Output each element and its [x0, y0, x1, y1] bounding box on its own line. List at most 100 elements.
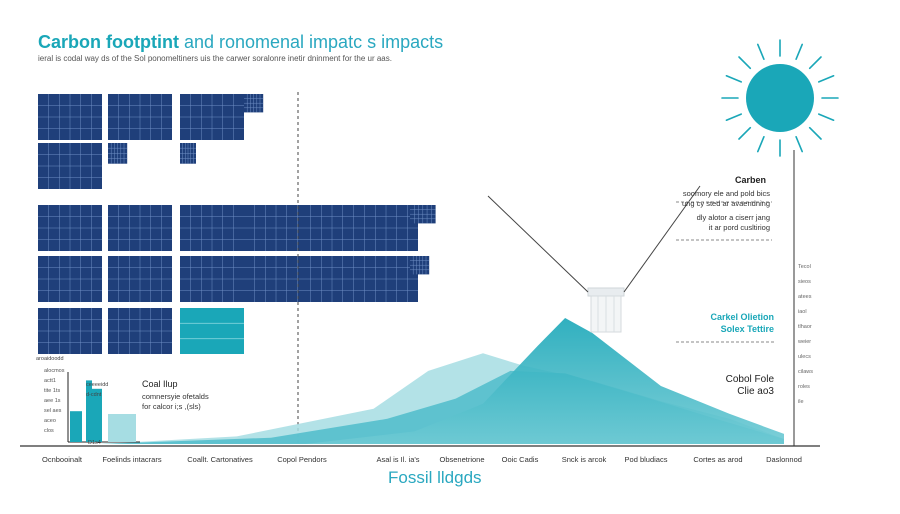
solar-panel: [108, 143, 128, 164]
carbon-obligation-annotation: Carkel Olietion Solex Tettire: [710, 312, 774, 334]
solar-panel: [180, 308, 244, 354]
solar-panel: [38, 256, 102, 302]
left-tick-label: alocmos: [44, 368, 65, 374]
solar-panel: [300, 205, 364, 251]
solar-panel: [180, 256, 244, 302]
sun-ray: [795, 136, 804, 153]
solar-panel: [108, 205, 172, 251]
right-tick-labels: Tecol sieos atees iaol tlhaor weier ulecs cilaw…: [797, 264, 813, 405]
right-tick-label: sieos: [798, 279, 811, 285]
carbon-line-4: it ar pord cusltiriog: [709, 223, 770, 232]
right-tick-label: roles: [798, 384, 810, 390]
carbon-line-1: soomory ele and pold bics: [683, 189, 770, 198]
left-tick-label: aee 1s: [44, 398, 61, 404]
coal-line-2: for calcor i;s ,(sls): [142, 402, 201, 411]
solar-panel-grid: [38, 94, 436, 354]
x-axis-label: Daslonnod: [766, 455, 802, 464]
left-bar-label: aroaidoodd: [36, 356, 64, 362]
solar-panel: [180, 143, 196, 164]
sun-ray: [817, 75, 835, 83]
sun-icon: [721, 39, 839, 157]
right-tick-label: tlhaor: [798, 324, 812, 330]
impact-area-series: [100, 318, 784, 444]
x-axis-label: Snck is arcok: [562, 455, 607, 464]
solar-panel: [38, 143, 102, 189]
solar-panel: [410, 256, 430, 275]
left-tick-label: aceo: [44, 418, 56, 424]
area-series-3: [305, 318, 784, 444]
left-bar: [86, 380, 92, 442]
solar-panel: [38, 94, 102, 140]
sun-ray: [817, 113, 835, 121]
left-bar-label: D1s4: [88, 440, 101, 446]
solar-panel: [300, 256, 364, 302]
x-axis-label: Ooic Cadis: [502, 455, 539, 464]
right-tick-label: weier: [797, 339, 811, 345]
title-light: and ronomenal impatc s impacts: [178, 32, 444, 52]
right-tick-label: atees: [798, 294, 812, 300]
solar-panel: [410, 205, 436, 224]
x-axis-label: Cortes as arod: [693, 455, 742, 464]
right-tick-label: Tecol: [798, 264, 811, 270]
solar-panel: [180, 94, 244, 140]
solar-panel: [244, 205, 308, 251]
sun-ray: [725, 75, 743, 83]
left-bar: [92, 388, 102, 442]
left-tick-labels: alocmos actt1 tite 1ts aee 1s sel aes aceo clo…: [44, 368, 65, 434]
leader-line-a: [487, 195, 589, 293]
solar-panel: [244, 256, 308, 302]
sun-ray: [738, 56, 752, 70]
sun-ray: [795, 43, 804, 61]
coal-heading: Coal Ilup: [142, 379, 178, 389]
solar-panel: [244, 94, 264, 113]
solar-panel: [354, 205, 418, 251]
sun-ray: [808, 126, 822, 140]
sun-ray: [756, 136, 765, 153]
sun-ray: [738, 126, 752, 140]
x-axis-label: Coallt. Cartonatives: [187, 455, 253, 464]
left-tick-label: actt1: [44, 378, 56, 384]
left-tick-label: tite 1ts: [44, 388, 60, 394]
x-axis-label: Ocnbooinalt: [42, 455, 83, 464]
obligation-line-1: Carkel Olietion: [710, 312, 774, 322]
x-axis-label: Copol Pendors: [277, 455, 327, 464]
left-bar: [70, 411, 82, 442]
page-subtitle: ieral is codal way ds of the Sol ponomel…: [38, 54, 392, 63]
carbon-line-2: ung cy sted ar avaendning: [682, 199, 770, 208]
solar-panel: [38, 205, 102, 251]
leader-line-b: [623, 185, 701, 293]
coal-annotation: Coal Ilup comnersyie ofetalds for calcor…: [142, 379, 209, 411]
coal-line-1: comnersyie ofetalds: [142, 392, 209, 401]
left-bar-series: aroaidoodd ceeeeidd d-cdnt D1s4: [36, 356, 136, 446]
left-bar-label: d-cdnt: [86, 392, 102, 398]
right-tick-label: iaol: [798, 309, 807, 315]
obligation-line-2: Solex Tettire: [721, 324, 774, 334]
sun-ray: [756, 43, 765, 61]
right-tick-label: ulecs: [798, 354, 811, 360]
left-bar: [108, 414, 136, 442]
sun-ray: [725, 113, 743, 121]
solar-panel: [108, 94, 172, 140]
title-strong: Carbon footptint: [38, 32, 179, 52]
solar-panel: [38, 308, 102, 354]
right-tick-label: cilaws: [798, 369, 813, 375]
cobol-line-1: Cobol Fole: [726, 374, 775, 385]
x-axis-labels: Ocnbooinalt Foelinds intacrars Coallt. Car…: [42, 455, 802, 464]
x-axis-label: Obsenetrione: [439, 455, 484, 464]
page-title: Carbon footptint and ronomenal impatc s …: [38, 32, 443, 53]
x-axis-label: Asal is Il. ia's: [376, 455, 419, 464]
sun-ray: [808, 56, 822, 70]
x-axis-label: Foelinds intacrars: [102, 455, 161, 464]
solar-panel: [180, 205, 244, 251]
cobol-line-2: Clie ao3: [737, 386, 774, 397]
x-axis-label: Pod bludiacs: [625, 455, 668, 464]
solar-panel: [108, 308, 172, 354]
left-tick-label: sel aes: [44, 408, 62, 414]
solar-panel: [354, 256, 418, 302]
left-tick-label: clos: [44, 428, 54, 434]
left-bar-label: ceeeeidd: [86, 382, 108, 388]
carbon-annotation: Carben soomory ele and pold bics ung cy …: [682, 175, 770, 232]
carbon-heading: Carben: [735, 175, 766, 185]
fossil-label: Fossil lldgds: [388, 468, 482, 487]
